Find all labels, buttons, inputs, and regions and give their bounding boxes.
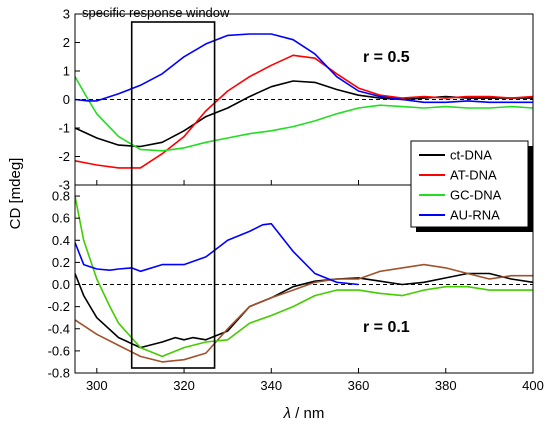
x-axis-symbol: λ bbox=[283, 405, 291, 422]
chart-panels: -3 -2 -1 0 1 2 3 -0.8 -0.6 -0.4 -0.2 0.0 0.2 0.4 0.6 0.… bbox=[48, 7, 534, 381]
panel-label-upper: r = 0.5 bbox=[363, 49, 410, 66]
x-tick-label: 300 bbox=[86, 378, 108, 393]
y-tick-label: -0.8 bbox=[48, 366, 70, 381]
series-line-ct-dna bbox=[75, 272, 533, 349]
series-line-at-dna bbox=[75, 54, 533, 169]
x-tick-label: 320 bbox=[173, 378, 195, 393]
series-line-gc-dna bbox=[75, 76, 533, 152]
legend-label: AT-DNA bbox=[450, 168, 497, 183]
y-tick-label: -1 bbox=[58, 121, 70, 136]
series-line-au-rna bbox=[75, 33, 533, 104]
y-tick-label: 2 bbox=[63, 35, 70, 50]
y-tick-label: 0.2 bbox=[52, 255, 70, 270]
y-tick-label: -0.2 bbox=[48, 299, 70, 314]
y-tick-label: -0.4 bbox=[48, 321, 70, 336]
y-tick-label: -0.6 bbox=[48, 343, 70, 358]
panel-lower: -0.8 -0.6 -0.4 -0.2 0.0 0.2 0.4 0.6 0.8 bbox=[48, 184, 534, 381]
y-tick-label: 0 bbox=[63, 92, 70, 107]
series-line-gc-dna bbox=[75, 195, 533, 358]
y-tick-label: 1 bbox=[63, 64, 70, 79]
legend-label: GC-DNA bbox=[450, 188, 502, 203]
x-axis-title: λ / nm bbox=[283, 405, 325, 422]
legend-label: ct-DNA bbox=[450, 148, 492, 163]
legend-label: AU-RNA bbox=[450, 208, 500, 223]
y-tick-label: 0.0 bbox=[52, 277, 70, 292]
panel-label-lower: r = 0.1 bbox=[363, 319, 410, 336]
x-tick-label: 400 bbox=[522, 378, 544, 393]
x-tick-label: 380 bbox=[435, 378, 457, 393]
y-axis-title: CD [mdeg] bbox=[7, 158, 24, 230]
x-tick-label: 340 bbox=[260, 378, 282, 393]
y-tick-label: -3 bbox=[58, 178, 70, 193]
y-tick-label: 0.8 bbox=[52, 189, 70, 204]
series-line-au-rna bbox=[75, 222, 359, 286]
response-window-box bbox=[130, 21, 216, 369]
series-line-ct-dna bbox=[75, 80, 533, 148]
plot-frame bbox=[74, 184, 534, 374]
response-window-label: specific response window bbox=[82, 5, 230, 20]
y-tick-label: 0.6 bbox=[52, 211, 70, 226]
y-tick-label: 3 bbox=[63, 7, 70, 22]
y-tick-label: -2 bbox=[58, 149, 70, 164]
x-tick-label: 360 bbox=[348, 378, 370, 393]
series-line-at-dna bbox=[75, 263, 533, 363]
y-tick-label: 0.4 bbox=[52, 233, 70, 248]
x-axis-unit: / nm bbox=[291, 405, 324, 422]
legend: ct-DNA AT-DNA GC-DNA AU-RNA bbox=[410, 140, 533, 232]
